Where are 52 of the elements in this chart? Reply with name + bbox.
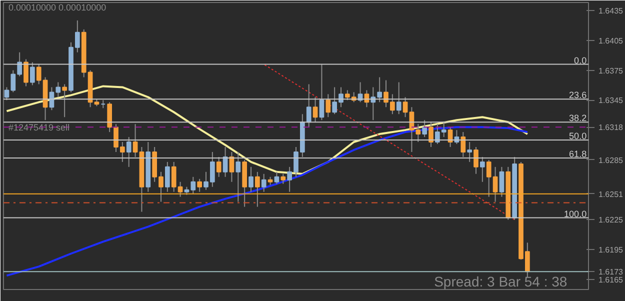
y-tick-label: 1.6435	[598, 6, 624, 16]
line-series	[6, 85, 528, 175]
candlestick	[107, 102, 112, 133]
candlestick	[30, 62, 35, 86]
annotation: 50.0	[569, 131, 587, 142]
y-tick-label: 1.6195	[598, 246, 624, 255]
candlestick	[274, 171, 280, 184]
candlestick	[467, 142, 472, 162]
annotation: Spread: 3 Bar 54 : 38	[434, 274, 568, 290]
y-tick-label: 1.6285	[598, 156, 624, 165]
annotation: #12475419 sell	[8, 122, 70, 132]
candlestick	[236, 151, 241, 202]
candlestick	[422, 120, 427, 138]
candlestick	[255, 171, 260, 208]
candlestick	[280, 173, 286, 184]
candlestick	[197, 178, 202, 192]
annotation: 38.2	[569, 113, 587, 124]
y-tick-label: 1.6173	[598, 268, 624, 277]
y-tick-label: 1.6251	[598, 190, 624, 199]
candlestick	[319, 64, 324, 121]
y-tick-label: 1.6375	[598, 66, 624, 76]
candlestick	[261, 173, 266, 192]
candlestick	[402, 96, 408, 118]
annotation: 23.6	[569, 90, 587, 100]
candlestick	[24, 58, 28, 87]
line-series	[6, 126, 528, 277]
candlestick	[499, 166, 504, 198]
candlestick	[56, 82, 61, 98]
y-tick-label: 1.6165	[598, 276, 624, 285]
annotation: 0.00010000 0.00010000	[8, 2, 106, 12]
candlestick	[306, 84, 312, 128]
candlestick	[312, 96, 318, 123]
candlestick	[326, 94, 331, 118]
y-tick-label: 1.6405	[598, 36, 624, 46]
annotation: 0.0	[574, 55, 587, 66]
candlestick	[460, 132, 466, 158]
y-tick-label: 1.6225	[598, 216, 624, 225]
candlestick	[428, 122, 434, 148]
candlestick	[126, 136, 132, 168]
candlestick	[216, 156, 222, 178]
candlestick	[132, 124, 138, 158]
candlestick	[480, 156, 485, 182]
candlestick	[396, 82, 402, 115]
candlestick	[165, 161, 170, 192]
candlestick	[474, 146, 478, 174]
candlestick	[248, 166, 254, 192]
candlestick	[4, 86, 10, 101]
y-tick-label: 1.6345	[598, 96, 624, 106]
annotation: 61.8	[569, 148, 587, 159]
y-tick-label: 1.6318	[598, 123, 624, 132]
candlestick	[62, 84, 67, 118]
annotation: 100.0	[564, 208, 587, 219]
